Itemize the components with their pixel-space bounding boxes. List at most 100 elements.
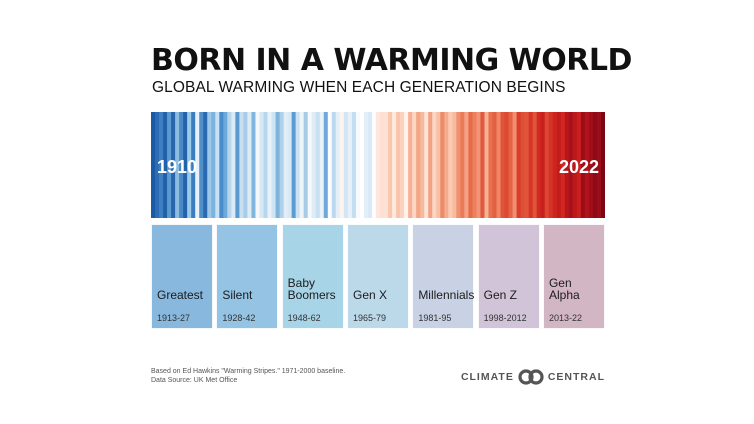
generation-years: 2013-22 xyxy=(548,313,582,323)
stripe-1952 xyxy=(319,112,325,218)
linked-rings-icon xyxy=(518,369,544,385)
stripe-2022 xyxy=(600,112,605,218)
stripe-1973 xyxy=(404,112,409,218)
stripe-1934 xyxy=(247,112,253,218)
stripe-1960 xyxy=(351,112,357,218)
stripe-1970 xyxy=(392,112,397,218)
stripe-1980 xyxy=(432,112,437,218)
stripe-1993 xyxy=(484,112,490,218)
stripe-1991 xyxy=(476,112,482,218)
generation-card: Gen Z 1998-2012 xyxy=(477,224,540,329)
stripe-2002 xyxy=(520,112,526,218)
stripe-1948 xyxy=(303,112,309,218)
stripe-2004 xyxy=(528,112,534,218)
stripe-2008 xyxy=(544,112,550,218)
stripe-1988 xyxy=(464,112,469,218)
stripe-2001 xyxy=(516,112,522,218)
stripe-2009 xyxy=(548,112,554,218)
stripe-2016 xyxy=(576,112,582,218)
generation-name: Silent xyxy=(222,288,253,302)
stripe-1920 xyxy=(191,112,196,218)
stripe-1945 xyxy=(291,112,297,218)
generation-card: Gen X 1965-79 xyxy=(346,224,409,329)
stripe-1951 xyxy=(315,112,321,218)
stripe-1910 xyxy=(151,112,156,218)
stripe-1914 xyxy=(167,112,172,218)
end-year-label: 2022 xyxy=(558,157,599,177)
stripe-1974 xyxy=(408,112,413,218)
stripe-1966 xyxy=(375,112,381,218)
stripe-1939 xyxy=(267,112,273,218)
generation-years: 1998-2012 xyxy=(483,313,527,323)
stripe-2003 xyxy=(524,112,530,218)
generation-card: Baby Boomers 1948-62 xyxy=(281,224,344,329)
stripe-1950 xyxy=(311,112,317,218)
stripe-2017 xyxy=(580,112,586,218)
generation-name: Baby Boomers xyxy=(287,276,336,302)
generation-name: Millennials xyxy=(418,288,475,302)
stripe-2011 xyxy=(556,112,562,218)
generation-name: Gen Alpha xyxy=(548,276,580,302)
stripe-1929 xyxy=(227,112,232,218)
stripe-1975 xyxy=(412,112,417,218)
generation-cards: Greatest 1913-27 Silent 1928-42 Baby Boomers… xyxy=(151,224,605,329)
stripe-2020 xyxy=(592,112,598,218)
generation-card: Gen Alpha 2013-22 xyxy=(542,224,605,329)
stripe-1924 xyxy=(207,112,212,218)
stripe-1942 xyxy=(279,112,285,218)
stripe-1921 xyxy=(195,112,200,218)
stripe-1978 xyxy=(424,112,429,218)
stripe-1968 xyxy=(384,112,389,218)
stripe-2000 xyxy=(512,112,518,218)
stripe-1979 xyxy=(428,112,433,218)
stripe-1959 xyxy=(347,112,353,218)
brand-word-central: CENTRAL xyxy=(547,371,605,383)
generation-card: Greatest 1913-27 xyxy=(151,224,213,329)
stripe-1923 xyxy=(203,112,208,218)
stripe-1922 xyxy=(199,112,204,218)
generation-years: 1913-27 xyxy=(157,313,191,323)
stripe-1998 xyxy=(504,112,510,218)
stripe-1976 xyxy=(416,112,421,218)
stripe-1944 xyxy=(287,112,293,218)
stripe-1927 xyxy=(219,112,224,218)
generation-years: 1928-42 xyxy=(222,313,256,323)
stripe-1918 xyxy=(183,112,188,218)
stripe-1917 xyxy=(179,112,184,218)
stripe-1977 xyxy=(420,112,425,218)
chart-subtitle: GLOBAL WARMING WHEN EACH GENERATION BEGI… xyxy=(152,79,566,96)
stripe-1935 xyxy=(251,112,257,218)
stripe-1958 xyxy=(343,112,349,218)
stripe-1995 xyxy=(492,112,498,218)
stripe-1965 xyxy=(371,112,377,218)
stripe-1986 xyxy=(456,112,461,218)
stripe-2006 xyxy=(536,112,542,218)
stripe-1996 xyxy=(496,112,502,218)
stripe-1992 xyxy=(480,112,486,218)
stripe-1964 xyxy=(367,112,373,218)
stripe-2018 xyxy=(584,112,590,218)
stripe-1937 xyxy=(259,112,265,218)
generation-card: Silent 1928-42 xyxy=(216,224,279,329)
generation-name: Greatest xyxy=(157,288,204,302)
stripe-2014 xyxy=(568,112,574,218)
stripe-1969 xyxy=(388,112,393,218)
stripe-1949 xyxy=(307,112,313,218)
stripe-1911 xyxy=(155,112,160,218)
warming-stripes-svg xyxy=(151,112,605,218)
generation-years: 1948-62 xyxy=(287,313,321,323)
stripe-1936 xyxy=(255,112,261,218)
stripe-1946 xyxy=(295,112,301,218)
stripe-1961 xyxy=(355,112,361,218)
stripe-1987 xyxy=(460,112,465,218)
stripe-2010 xyxy=(552,112,558,218)
stripe-1967 xyxy=(380,112,385,218)
stripe-1925 xyxy=(211,112,216,218)
stripe-2012 xyxy=(560,112,566,218)
stripe-1938 xyxy=(263,112,269,218)
footnote: Based on Ed Hawkins "Warming Stripes." 1… xyxy=(151,367,345,385)
stripe-1916 xyxy=(175,112,180,218)
stripe-1985 xyxy=(452,112,457,218)
stripe-1913 xyxy=(163,112,168,218)
start-year-label: 1910 xyxy=(157,157,198,177)
